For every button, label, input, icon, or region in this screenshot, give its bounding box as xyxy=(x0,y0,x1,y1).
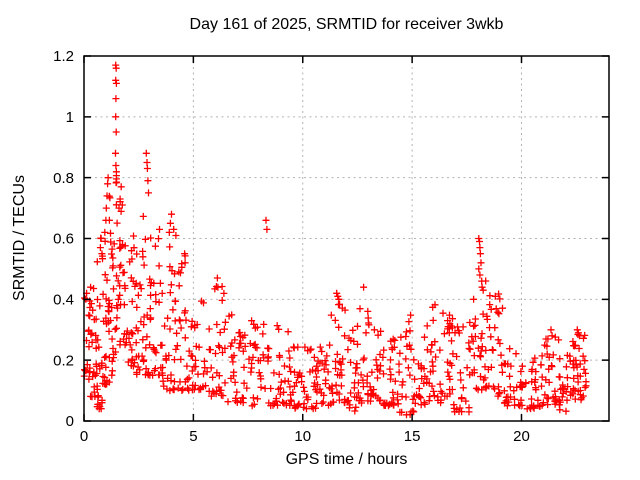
x-tick-label: 15 xyxy=(404,428,421,445)
y-tick-label: 0 xyxy=(66,413,74,430)
y-tick-label: 0.2 xyxy=(53,352,74,369)
x-axis-title: GPS time / hours xyxy=(285,451,408,468)
scatter-points xyxy=(80,61,590,419)
y-axis-title: SRMTID / TECUs xyxy=(11,175,28,301)
plot-border xyxy=(83,55,610,422)
y-tick-label: 0.4 xyxy=(53,291,74,308)
x-tick-label: 0 xyxy=(80,428,88,445)
y-tick-label: 1.2 xyxy=(53,48,74,65)
x-tick-label: 10 xyxy=(294,428,311,445)
y-tick-label: 0.6 xyxy=(53,231,74,248)
y-tick-label: 1 xyxy=(66,109,74,126)
y-tick-label: 0.8 xyxy=(53,170,74,187)
x-tick-label: 20 xyxy=(513,428,530,445)
chart-title: Day 161 of 2025, SRMTID for receiver 3wk… xyxy=(189,16,504,33)
x-tick-label: 5 xyxy=(189,428,197,445)
